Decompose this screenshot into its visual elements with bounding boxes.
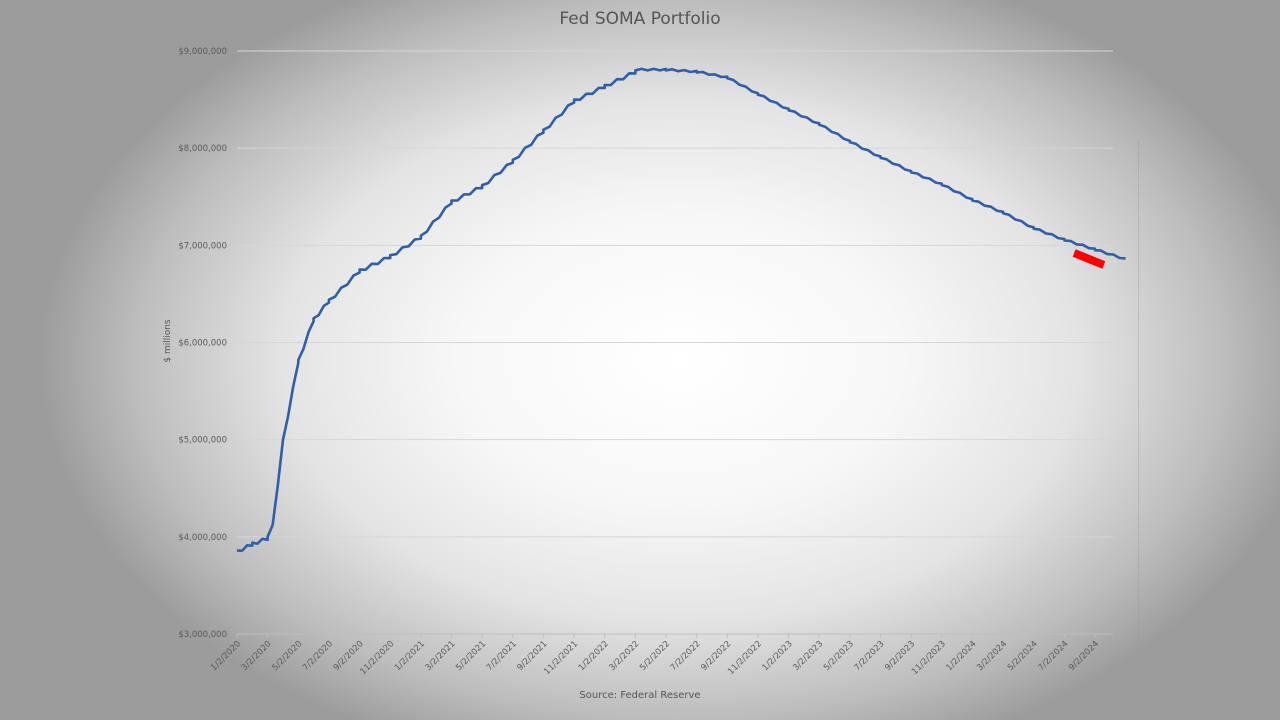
x-tick-label: 1/2/2020 xyxy=(209,639,243,673)
chart-title: Fed SOMA Portfolio xyxy=(559,9,721,29)
x-tick-label: 1/2/2024 xyxy=(944,639,978,673)
y-tick-label: $8,000,000 xyxy=(178,144,227,154)
x-tick-label: 7/2/2020 xyxy=(301,639,335,673)
y-tick-label: $6,000,000 xyxy=(178,339,227,349)
soma-holdings-line xyxy=(236,67,1126,553)
x-tick-label: 1/2/2023 xyxy=(761,639,795,673)
x-tick-label: 3/2/2022 xyxy=(607,639,641,673)
x-tick-label: 3/2/2020 xyxy=(240,639,274,673)
x-tick-label: 3/2/2021 xyxy=(424,639,458,673)
y-tick-label: $9,000,000 xyxy=(178,47,227,57)
x-tick-label: 1/2/2022 xyxy=(577,639,611,673)
x-tick-label: 5/2/2023 xyxy=(822,639,856,673)
x-tick-label: 9/2/2024 xyxy=(1067,639,1101,673)
x-axis-ticks: 1/2/20203/2/20205/2/20207/2/20209/2/2020… xyxy=(209,634,1101,677)
x-tick-label: 5/2/2020 xyxy=(270,639,304,673)
y-tick-label: $7,000,000 xyxy=(178,241,227,251)
x-tick-label: 7/2/2021 xyxy=(485,639,519,673)
y-tick-label: $5,000,000 xyxy=(178,436,227,446)
x-tick-label: 7/2/2023 xyxy=(853,639,887,673)
x-tick-label: 3/2/2023 xyxy=(791,639,825,673)
x-tick-label: 5/2/2024 xyxy=(1006,639,1040,673)
x-tick-label: 5/2/2021 xyxy=(454,639,488,673)
gridlines xyxy=(237,50,1113,635)
x-tick-label: 7/2/2022 xyxy=(669,639,703,673)
y-axis-ticks: $3,000,000 $4,000,000 $5,000,000 $6,000,000… xyxy=(178,47,227,640)
chart-area-edge xyxy=(1138,140,1139,640)
x-tick-label: 7/2/2024 xyxy=(1036,639,1070,673)
y-tick-label: $3,000,000 xyxy=(178,630,227,640)
x-tick-label: 1/2/2021 xyxy=(393,639,427,673)
source-note: Source: Federal Reserve xyxy=(579,690,701,701)
x-tick-label: 5/2/2022 xyxy=(638,639,672,673)
y-tick-label: $4,000,000 xyxy=(178,533,227,543)
x-tick-label: 3/2/2024 xyxy=(975,639,1009,673)
red-highlight-marker xyxy=(1072,249,1106,269)
